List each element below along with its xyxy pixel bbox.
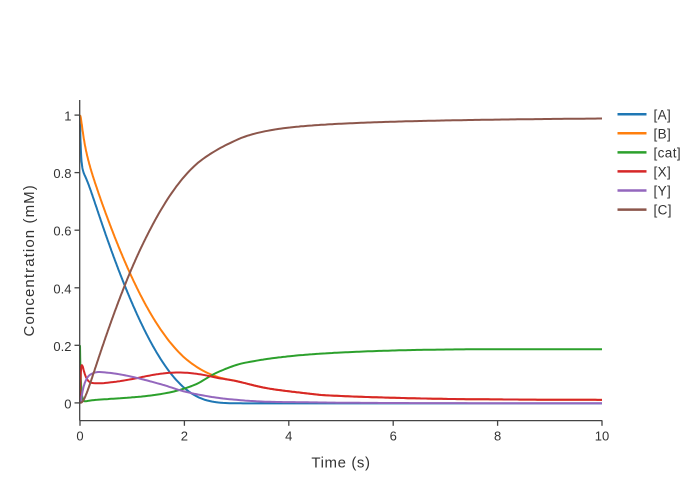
svg-text:0.2: 0.2 [53,339,71,354]
svg-text:10: 10 [595,429,609,444]
svg-text:[X]: [X] [654,164,672,179]
svg-text:0.4: 0.4 [53,281,71,296]
svg-text:0: 0 [64,396,71,411]
svg-text:[B]: [B] [654,126,672,141]
svg-text:[C]: [C] [654,203,672,218]
svg-text:[Y]: [Y] [654,184,672,199]
svg-text:6: 6 [390,429,397,444]
svg-text:Concentration (mM): Concentration (mM) [21,184,38,336]
svg-text:1: 1 [64,109,71,124]
svg-text:[A]: [A] [654,107,672,122]
svg-text:0.6: 0.6 [53,224,71,239]
svg-text:8: 8 [494,429,501,444]
svg-text:4: 4 [285,429,292,444]
svg-text:0: 0 [76,429,83,444]
svg-text:Time (s): Time (s) [311,455,370,472]
svg-text:2: 2 [181,429,188,444]
svg-text:0.8: 0.8 [53,166,71,181]
svg-text:[cat]: [cat] [654,145,682,160]
